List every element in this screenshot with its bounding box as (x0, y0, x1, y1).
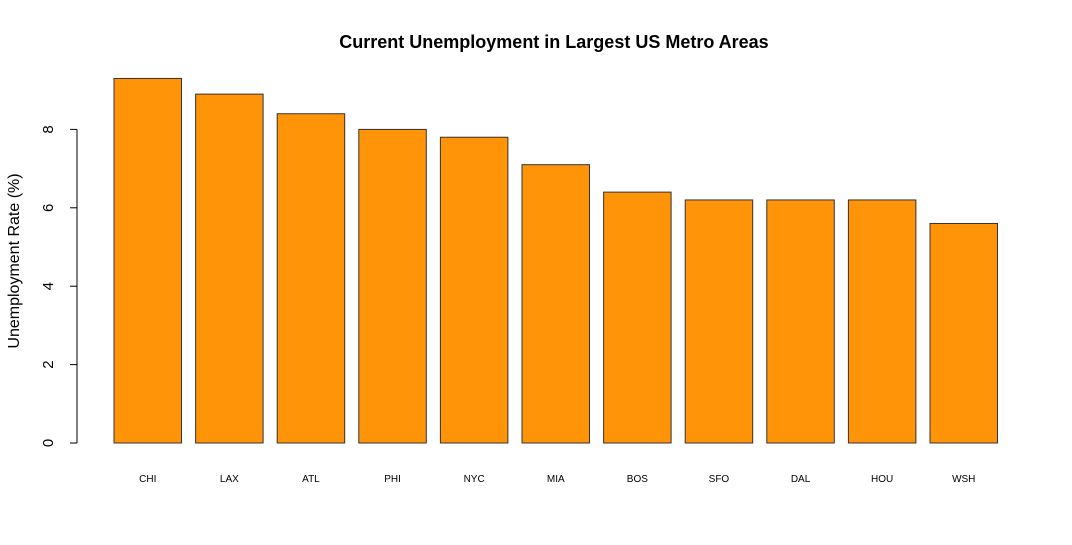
bar-wsh (929, 222, 998, 444)
bar-chi (113, 77, 182, 444)
x-tick-label-lax: LAX (220, 474, 239, 485)
x-tick-labels: CHI LAX ATL PHI NYC MIA BOS SFO DAL HOU WSH (139, 474, 975, 485)
x-tick-label-mia: MIA (547, 474, 565, 485)
x-tick-label-bos: BOS (627, 474, 648, 485)
bar-hou (847, 199, 917, 444)
bar-mia (521, 164, 590, 444)
bar-phi (358, 128, 427, 444)
x-tick-label-hou: HOU (871, 474, 893, 485)
chart-title: Current Unemployment in Largest US Metro… (339, 32, 768, 52)
y-tick-label: 6 (40, 204, 57, 212)
x-tick-label-sfo: SFO (709, 474, 730, 485)
bars-group (113, 77, 998, 444)
x-tick-label-wsh: WSH (952, 474, 975, 485)
bar-nyc (439, 136, 509, 444)
x-tick-label-atl: ATL (302, 474, 320, 485)
x-tick-label-chi: CHI (139, 474, 156, 485)
x-tick-label-phi: PHI (384, 474, 401, 485)
y-tick-label: 8 (40, 125, 57, 133)
bar-atl (276, 113, 346, 444)
y-tick-label: 4 (40, 282, 57, 290)
y-axis: 0 2 4 6 8 (40, 125, 78, 447)
x-tick-label-nyc: NYC (464, 474, 485, 485)
bar-sfo (684, 199, 754, 444)
y-axis-label: Unemployment Rate (%) (6, 173, 23, 348)
bar-bos (603, 191, 672, 444)
bar-lax (195, 93, 264, 444)
x-tick-label-dal: DAL (791, 474, 811, 485)
bar-dal (766, 199, 835, 444)
y-tick-label: 2 (40, 360, 57, 368)
y-tick-label: 0 (40, 439, 57, 447)
